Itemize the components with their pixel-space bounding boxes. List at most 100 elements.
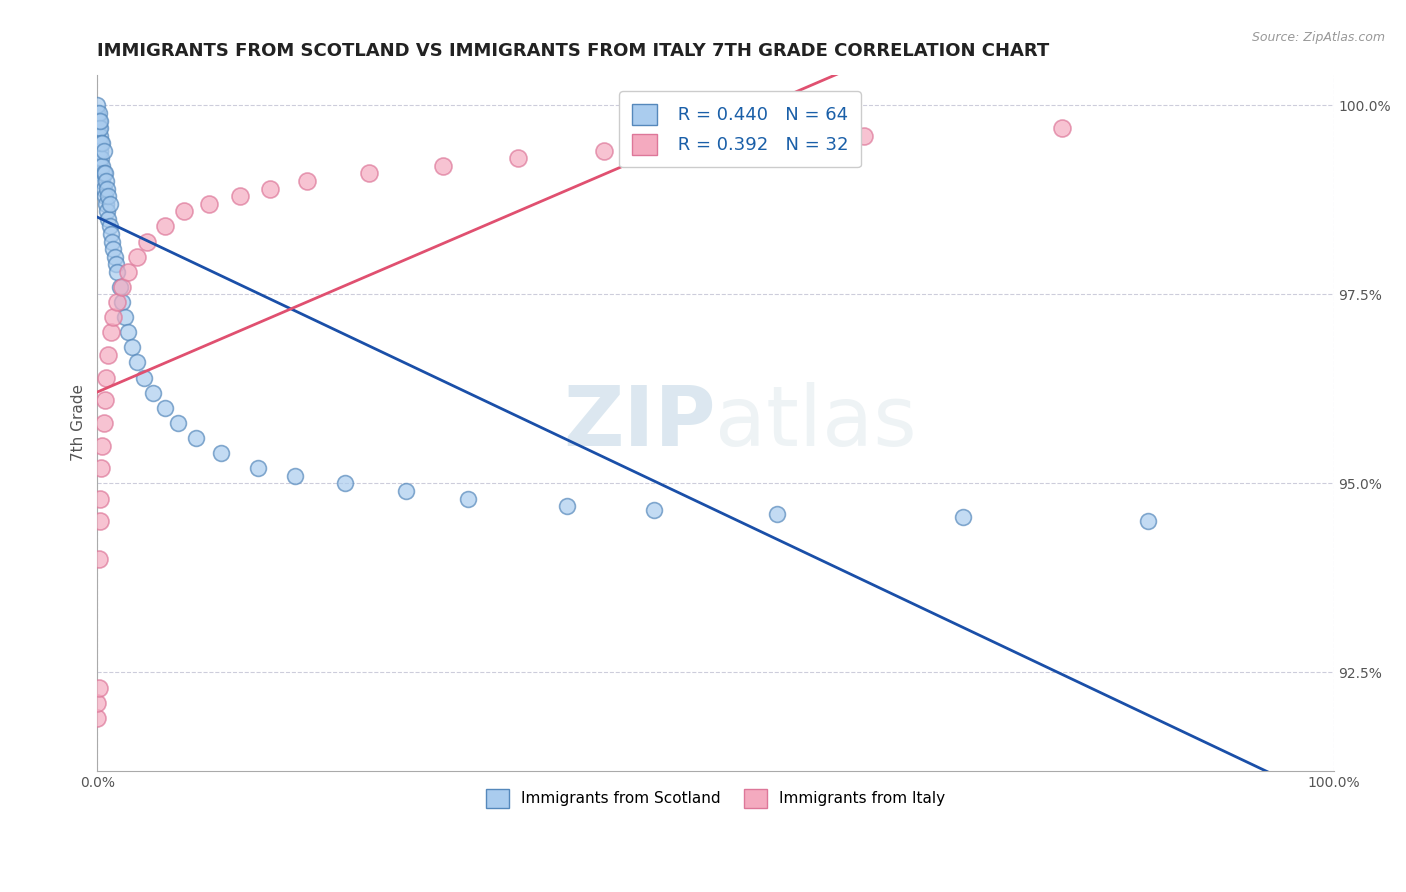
Point [87, 106, 110, 120]
Point [87, 121, 110, 136]
Point [155, 219, 177, 234]
Point [259, 181, 281, 195]
Point [98, 219, 121, 234]
Point [766, 507, 789, 521]
Text: atlas: atlas [716, 383, 917, 464]
Point [114, 310, 136, 325]
Point [86, 106, 108, 120]
Point [105, 295, 128, 310]
Point [103, 242, 125, 256]
Point [186, 431, 208, 445]
Point [96, 181, 118, 195]
Point [100, 227, 122, 241]
Point [91, 439, 114, 453]
Point [593, 144, 616, 158]
Point [555, 499, 578, 513]
Y-axis label: 7th Grade: 7th Grade [72, 384, 86, 461]
Point [86, 113, 108, 128]
Point [142, 385, 165, 400]
Point [1137, 514, 1160, 528]
Point [96, 204, 118, 219]
Text: Source: ZipAtlas.com: Source: ZipAtlas.com [1251, 31, 1385, 45]
Point [97, 211, 120, 226]
Point [86, 110, 108, 124]
Point [87, 136, 110, 151]
Point [93, 144, 115, 158]
Point [103, 310, 125, 325]
Point [89, 144, 111, 158]
Point [359, 166, 381, 180]
Point [87, 681, 110, 695]
Point [91, 174, 114, 188]
Point [209, 446, 232, 460]
Point [104, 250, 127, 264]
Point [457, 491, 479, 506]
Point [197, 196, 219, 211]
Point [333, 476, 356, 491]
Point [395, 483, 418, 498]
Legend: Immigrants from Scotland, Immigrants from Italy: Immigrants from Scotland, Immigrants fro… [478, 781, 952, 815]
Point [91, 159, 114, 173]
Point [90, 152, 112, 166]
Point [134, 370, 156, 384]
Point [100, 325, 122, 339]
Point [90, 136, 112, 151]
Point [125, 355, 148, 369]
Point [94, 393, 117, 408]
Point [86, 696, 108, 710]
Point [89, 121, 111, 136]
Point [228, 189, 250, 203]
Point [643, 503, 665, 517]
Point [94, 189, 117, 203]
Point [155, 401, 177, 415]
Point [297, 174, 319, 188]
Point [952, 510, 974, 524]
Point [89, 514, 111, 528]
Point [97, 189, 120, 203]
Point [284, 468, 307, 483]
Point [91, 136, 114, 151]
Point [90, 461, 112, 475]
Point [90, 166, 112, 180]
Point [125, 250, 148, 264]
Point [104, 257, 127, 271]
Point [108, 280, 131, 294]
Point [89, 491, 111, 506]
Point [86, 121, 108, 136]
Point [121, 340, 143, 354]
Point [432, 159, 454, 173]
Point [135, 235, 157, 249]
Point [101, 235, 124, 249]
Point [89, 159, 111, 173]
Point [93, 416, 115, 430]
Text: ZIP: ZIP [562, 383, 716, 464]
Point [86, 128, 108, 143]
Point [97, 348, 120, 362]
Point [117, 265, 139, 279]
Text: IMMIGRANTS FROM SCOTLAND VS IMMIGRANTS FROM ITALY 7TH GRADE CORRELATION CHART: IMMIGRANTS FROM SCOTLAND VS IMMIGRANTS F… [97, 42, 1050, 60]
Point [111, 280, 134, 294]
Point [704, 136, 727, 151]
Point [247, 461, 270, 475]
Point [94, 196, 117, 211]
Point [94, 370, 117, 384]
Point [94, 174, 117, 188]
Point [166, 416, 188, 430]
Point [93, 181, 115, 195]
Point [93, 166, 115, 180]
Point [89, 113, 111, 128]
Point [86, 144, 108, 158]
Point [506, 152, 529, 166]
Point [173, 204, 195, 219]
Point [117, 325, 139, 339]
Point [94, 166, 117, 180]
Point [852, 128, 875, 143]
Point [87, 552, 110, 566]
Point [87, 113, 110, 128]
Point [86, 98, 108, 112]
Point [87, 152, 110, 166]
Point [86, 711, 108, 725]
Point [98, 196, 121, 211]
Point [105, 265, 128, 279]
Point [1050, 121, 1073, 136]
